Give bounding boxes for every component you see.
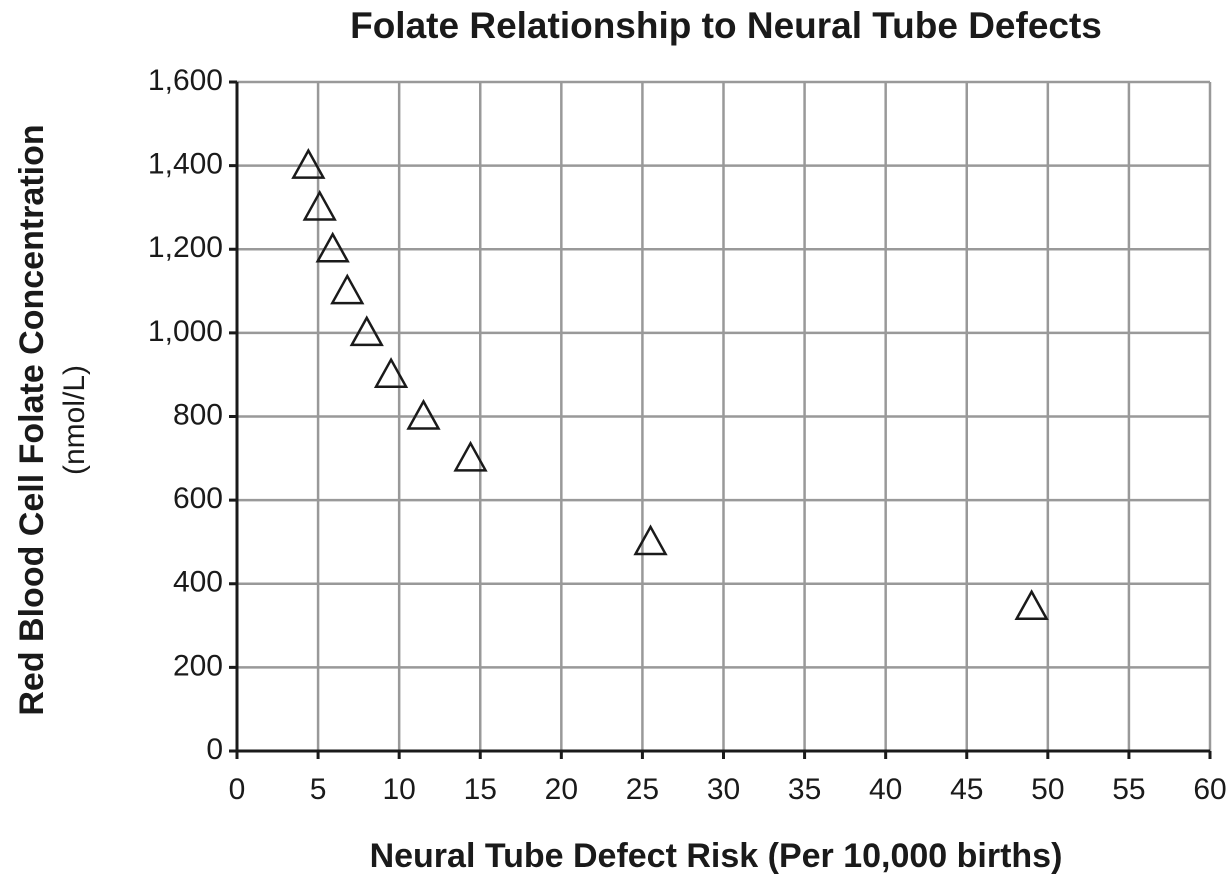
y-tick-label: 1,200 [148, 231, 223, 264]
point [406, 398, 441, 430]
x-tick-label: 15 [464, 773, 497, 806]
x-tick-label: 10 [382, 773, 415, 806]
x-tick-label: 30 [707, 773, 740, 806]
x-tick-label: 45 [950, 773, 983, 806]
x-tick-label: 40 [869, 773, 902, 806]
point [1014, 589, 1049, 620]
y-tick-label: 1,600 [148, 64, 223, 97]
y-axis-title: Red Blood Cell Folate Concentration [13, 124, 51, 715]
y-tick-label: 800 [173, 398, 223, 431]
y-tick-label: 0 [206, 733, 223, 766]
chart-title: Folate Relationship to Neural Tube Defec… [350, 5, 1102, 46]
x-tick-label: 35 [788, 773, 821, 806]
x-tick-label: 50 [1031, 773, 1064, 806]
y-tick-label: 1,400 [148, 148, 223, 181]
x-tick-label: 25 [626, 773, 659, 806]
point [349, 315, 384, 347]
y-tick-label: 200 [173, 649, 223, 682]
y-tick-label: 400 [173, 566, 223, 599]
x-tick-label: 55 [1112, 773, 1145, 806]
point [453, 440, 488, 472]
y-tick-label: 1,000 [148, 315, 223, 348]
point [302, 189, 337, 221]
point [315, 231, 350, 263]
x-tick-label: 0 [229, 773, 246, 806]
y-axis-unit: (nmol/L) [58, 365, 91, 475]
point [330, 273, 365, 305]
point [291, 148, 326, 179]
x-tick-label: 20 [545, 773, 578, 806]
point [633, 524, 668, 556]
point [373, 357, 409, 388]
x-tick-label: 60 [1193, 773, 1226, 806]
y-tick-label: 600 [173, 482, 223, 515]
x-tick-label: 5 [310, 773, 327, 806]
x-axis-title: Neural Tube Defect Risk (Per 10,000 birt… [370, 837, 1063, 875]
